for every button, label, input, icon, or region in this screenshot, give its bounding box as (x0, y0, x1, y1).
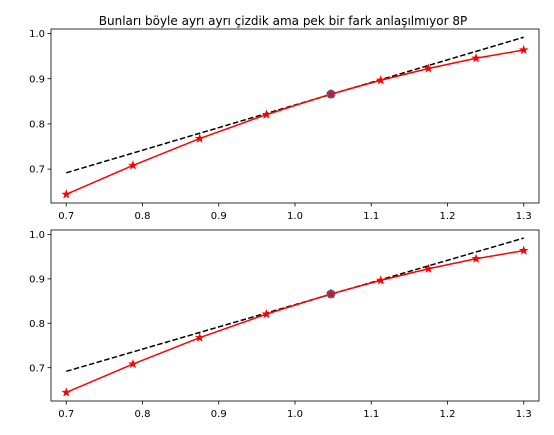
figure-title: Bunları böyle ayrı ayrı çizdik ama pek b… (99, 14, 467, 28)
x-tick-label: 0.7 (58, 211, 74, 222)
star-marker (471, 53, 481, 63)
x-tick-label: 0.8 (135, 409, 151, 420)
star-marker (375, 275, 386, 285)
y-tick-label: 0.8 (29, 319, 45, 330)
x-tick-label: 1.2 (440, 409, 456, 420)
y-tick-label: 0.9 (29, 74, 45, 85)
y-tick-label: 0.7 (29, 165, 45, 176)
star-marker (261, 309, 272, 319)
x-tick-label: 1.0 (287, 211, 303, 222)
star-marker (128, 160, 138, 170)
star-marker (128, 358, 138, 369)
x-tick-label: 0.9 (211, 211, 227, 222)
x-tick-label: 0.7 (58, 409, 74, 420)
y-tick-label: 1.0 (29, 230, 45, 241)
x-tick-label: 1.1 (363, 409, 379, 420)
star-marker (326, 88, 336, 99)
y-tick-label: 1.0 (29, 29, 45, 40)
star-marker (326, 288, 336, 299)
x-tick-label: 1.3 (516, 211, 532, 222)
plot-area (61, 36, 529, 199)
plot-area (61, 237, 529, 397)
x-tick-label: 1.3 (516, 409, 532, 420)
bottom-subplot: 0.7 0.8 0.9 1.0 1.1 1.2 1.3 0.7 0.8 0.9 1.0 (29, 229, 540, 420)
star-marker (518, 44, 529, 55)
x-tick-label: 0.9 (211, 409, 227, 420)
y-tick-label: 0.7 (29, 363, 45, 374)
x-tick-label: 1.0 (287, 409, 303, 420)
star-marker (471, 253, 481, 263)
star-marker (61, 189, 72, 199)
star-marker (423, 263, 434, 273)
top-subplot: 0.7 0.8 0.9 1.0 1.1 1.2 1.3 0.7 0.8 0.9 1.0 (29, 28, 540, 222)
x-tick-label: 0.8 (135, 211, 151, 222)
y-tick-label: 0.8 (29, 120, 45, 131)
x-tick-label: 1.1 (363, 211, 379, 222)
star-marker (61, 387, 72, 397)
x-tick-label: 1.2 (440, 211, 456, 222)
star-marker (261, 109, 272, 119)
star-marker (194, 133, 205, 143)
y-tick-label: 0.9 (29, 274, 45, 285)
star-marker (423, 63, 434, 73)
star-marker (194, 332, 205, 342)
star-marker (375, 75, 386, 85)
star-marker (518, 245, 529, 255)
